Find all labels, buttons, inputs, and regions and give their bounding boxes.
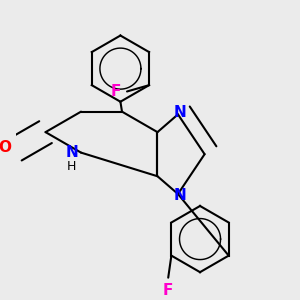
Text: H: H bbox=[67, 160, 76, 173]
Text: F: F bbox=[111, 84, 121, 99]
Text: N: N bbox=[173, 188, 186, 203]
Text: N: N bbox=[173, 105, 186, 120]
Text: O: O bbox=[0, 140, 11, 155]
Text: N: N bbox=[65, 145, 78, 160]
Text: F: F bbox=[163, 283, 173, 298]
